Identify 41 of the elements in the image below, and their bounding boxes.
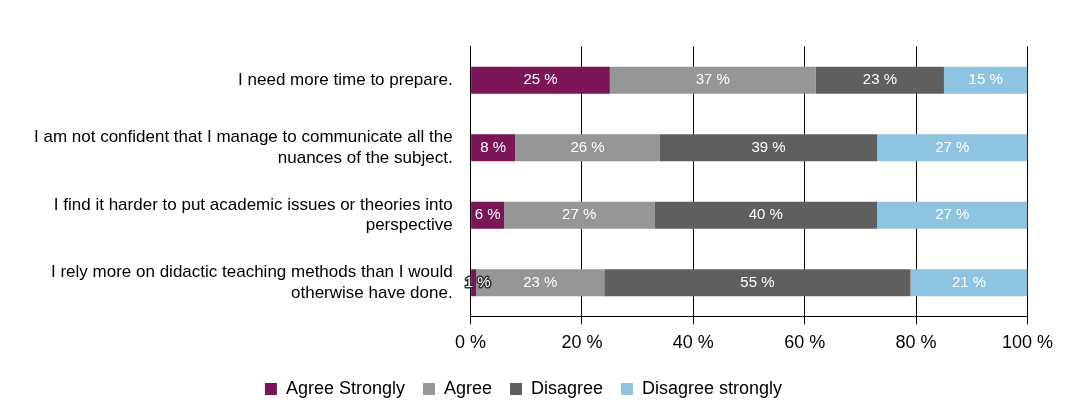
bar [943, 66, 1028, 94]
data-label: 39 % [751, 137, 786, 155]
data-label: 23 % [862, 70, 898, 88]
legend-label: Disagree strongly [642, 377, 783, 398]
x-tick-label: 40 % [672, 332, 714, 353]
data-label: 23 % [523, 272, 558, 290]
y-tick-label: I rely more on didactic teaching methods than I would otherwise have done. [51, 262, 453, 302]
data-label: 55 % [740, 272, 775, 290]
y-tick-label: I am not confident that I manage to communicate all the nuances of the subject. [34, 127, 453, 167]
data-label: 21 % [951, 272, 987, 290]
bar [515, 134, 660, 162]
legend-label: Agree [443, 377, 493, 398]
bar [877, 201, 1028, 229]
bar [815, 66, 944, 94]
y-tick-label: I need more time to prepare. [238, 69, 453, 89]
data-label: 27 % [935, 137, 970, 155]
data-label: 27 % [935, 205, 970, 223]
data-label: 40 % [748, 205, 783, 223]
bar [654, 201, 878, 229]
x-tick-label: 80 % [895, 332, 937, 353]
bar [604, 269, 911, 297]
bar [504, 201, 655, 229]
legend-label: Agree Strongly [285, 377, 405, 398]
bar [609, 66, 816, 94]
bar [659, 134, 878, 162]
data-label: 15 % [968, 70, 1003, 88]
x-tick-label: 60 % [784, 332, 826, 353]
y-tick-label: I find it harder to put academic issues or theories into perspective [53, 194, 453, 235]
bar [910, 269, 1028, 297]
data-label: 8 % [480, 137, 507, 155]
bar [877, 134, 1028, 162]
data-label: 25 % [523, 70, 558, 88]
x-tick-label: 20 % [561, 332, 603, 353]
x-tick-label: 0 % [455, 332, 487, 353]
data-label: 37 % [695, 70, 730, 88]
x-tick-label: 100 % [1001, 332, 1053, 353]
legend-label: Disagree [531, 377, 604, 398]
data-label: 27 % [562, 205, 597, 223]
bar [471, 66, 610, 94]
data-label: 26 % [570, 137, 605, 155]
data-label: 6 % [474, 205, 501, 223]
